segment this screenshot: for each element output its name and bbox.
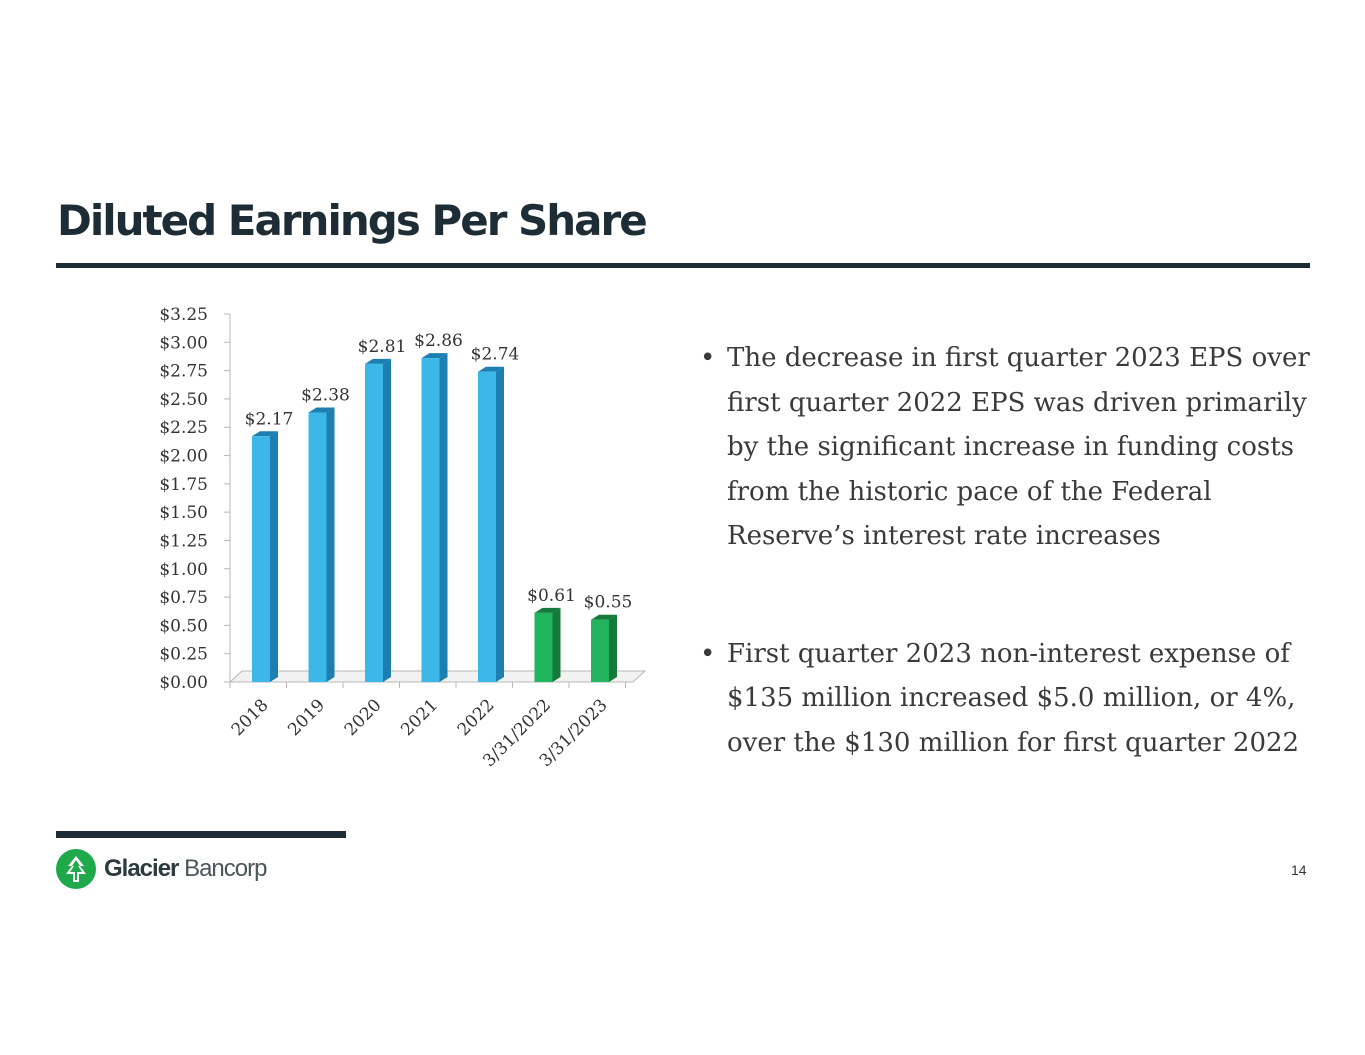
x-category-label: 2019 — [284, 695, 329, 740]
y-tick-label: $2.00 — [159, 447, 208, 467]
bar-value-label: $0.55 — [584, 593, 633, 613]
bullet-dot-icon: • — [700, 343, 716, 373]
y-tick-label: $3.00 — [159, 333, 208, 353]
bar-top-face — [252, 431, 278, 437]
company-logo: Glacier Bancorp — [56, 849, 267, 889]
y-tick-label: $1.75 — [159, 475, 208, 495]
bar — [252, 436, 270, 682]
bar-value-label: $2.38 — [301, 386, 350, 406]
y-tick-label: $3.25 — [159, 305, 208, 325]
bar — [308, 412, 327, 682]
bar-value-label: $2.74 — [471, 345, 520, 365]
bullet-item: • The decrease in first quarter 2023 EPS… — [700, 336, 1320, 559]
bar-side-face — [609, 614, 617, 682]
y-tick-label: $2.50 — [159, 390, 208, 410]
bar — [365, 363, 383, 682]
bullet-list: • The decrease in first quarter 2023 EPS… — [700, 336, 1320, 765]
bar-top-face — [478, 366, 504, 372]
bullet-text: The decrease in first quarter 2023 EPS o… — [727, 343, 1310, 551]
logo-wordmark: Glacier Bancorp — [104, 855, 267, 883]
y-tick-label: $2.25 — [159, 418, 208, 438]
y-tick-label: $0.75 — [159, 588, 208, 608]
y-tick-label: $2.75 — [159, 362, 208, 382]
bar — [534, 612, 553, 682]
x-category-label: 2018 — [228, 695, 273, 740]
bar-side-face — [496, 366, 504, 682]
tree-icon — [56, 849, 96, 889]
y-tick-label: $1.50 — [159, 503, 208, 523]
bar-side-face — [270, 431, 278, 682]
bar-side-face — [552, 607, 561, 682]
bar — [591, 619, 609, 682]
x-category-label: 2021 — [397, 695, 442, 740]
bar-top-face — [591, 614, 617, 620]
page-title: Diluted Earnings Per Share — [57, 196, 648, 245]
x-category-label: 2022 — [454, 695, 499, 740]
logo-name-light: Bancorp — [184, 855, 267, 882]
page-number: 14 — [1291, 862, 1307, 878]
bar-side-face — [326, 407, 335, 682]
bar-side-face — [383, 358, 391, 682]
bar-top-face — [534, 607, 561, 613]
bar-top-face — [421, 353, 448, 359]
eps-bar-chart: $0.00 $0.25 $0.50 $0.75 $1.00 $1.25 $1.50 $1.75… — [159, 305, 647, 771]
title-divider — [56, 263, 1310, 268]
y-tick-label: $0.00 — [159, 673, 208, 693]
bullet-dot-icon: • — [700, 638, 716, 669]
y-tick-label: $1.25 — [159, 531, 208, 551]
bullet-text: First quarter 2023 non-interest expense … — [727, 638, 1300, 758]
bullet-item: • First quarter 2023 non-interest expens… — [700, 632, 1320, 766]
bar — [421, 358, 440, 682]
y-tick-label: $0.50 — [159, 616, 208, 636]
y-tick-label: $0.25 — [159, 645, 208, 665]
x-category-label: 2020 — [341, 695, 386, 740]
bar-value-label: $0.61 — [527, 586, 576, 606]
bar-side-face — [439, 353, 448, 682]
footer-divider — [56, 831, 346, 838]
logo-name-bold: Glacier — [104, 855, 179, 882]
bar-value-label: $2.86 — [414, 331, 463, 351]
bar-value-label: $2.17 — [245, 409, 294, 429]
bar — [478, 371, 496, 682]
bar-value-label: $2.81 — [358, 337, 407, 357]
bar-top-face — [308, 407, 335, 413]
bar-top-face — [365, 358, 391, 364]
y-tick-label: $1.00 — [159, 560, 208, 580]
